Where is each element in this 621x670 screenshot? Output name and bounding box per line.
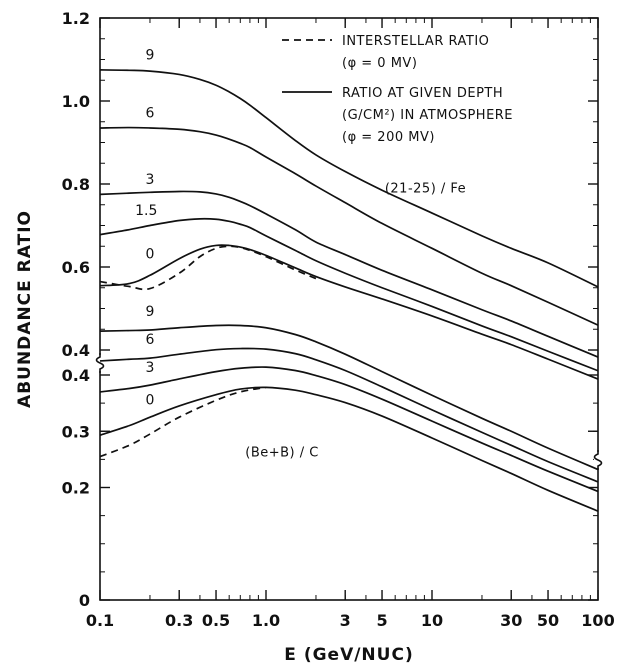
curve-label-p1-1: 6 — [146, 332, 155, 348]
curve-label-p1-3: 0 — [146, 392, 155, 408]
legend-text-1-0: RATIO AT GIVEN DEPTH — [342, 86, 503, 101]
series-line-p0-1 — [99, 126, 599, 326]
x-tick-label-5: 5 — [376, 611, 387, 630]
curve-label-p0-0: 9 — [146, 48, 155, 64]
series-line-p1-2 — [99, 366, 599, 493]
x-axis-label: E (GeV/NUC) — [284, 645, 413, 665]
curve-label-p1-0: 9 — [146, 304, 155, 320]
axis-break-mark-right — [593, 450, 603, 470]
x-tick-label-2: 0.5 — [202, 611, 230, 630]
legend-text-1-2: (φ = 200 MV) — [342, 130, 435, 145]
y-tick-label-p0-4: 1.2 — [62, 9, 90, 28]
curve-label-p0-2: 3 — [146, 172, 155, 188]
series-line-p1-4 — [99, 386, 267, 458]
series-line-p1-3 — [99, 386, 599, 512]
y-tick-label-p1-3: 0.4 — [62, 366, 90, 385]
curve-labels-layer: 9 6 3 1.5 0 (21-25) / Fe 9 6 3 0 (Be+B) / C — [135, 48, 466, 461]
legend-text-0-1: (φ = 0 MV) — [342, 56, 417, 71]
y-tick-label-p0-1: 0.6 — [62, 258, 90, 277]
y-tick-label-p0-0: 0.4 — [62, 341, 90, 360]
y-tick-label-p1-2: 0.3 — [62, 422, 90, 441]
y-tick-label-p1-0: 0 — [79, 591, 90, 610]
x-tick-label-9: 100 — [581, 611, 614, 630]
axis-break-layer — [95, 353, 603, 470]
series-line-p0-5 — [99, 245, 317, 291]
x-tick-label-7: 30 — [500, 611, 522, 630]
curve-label-p0-3: 1.5 — [135, 203, 157, 219]
panel-label-p0: (21-25) / Fe — [385, 181, 466, 196]
series-line-p1-0 — [99, 324, 599, 471]
x-tick-label-8: 50 — [537, 611, 559, 630]
y-tick-label-p0-3: 1.0 — [62, 92, 90, 111]
curves-layer — [99, 69, 599, 512]
panel-label-p1: (Be+B) / C — [245, 446, 319, 461]
x-tick-label-0: 0.1 — [86, 611, 114, 630]
curve-label-p1-2: 3 — [146, 360, 155, 376]
axis-break-mark-left — [95, 353, 105, 373]
curve-label-p0-4: 0 — [146, 247, 155, 263]
series-line-p0-3 — [99, 217, 599, 372]
series-line-p0-2 — [99, 190, 599, 358]
y-tick-label-p0-2: 0.8 — [62, 175, 90, 194]
x-tick-label-6: 10 — [421, 611, 443, 630]
legend-text-1-1: (G/CM²) IN ATMOSPHERE — [342, 108, 513, 123]
y-axis-label: ABUNDANCE RATIO — [15, 210, 35, 408]
series-line-p1-1 — [99, 347, 599, 483]
y-tick-label-p1-1: 0.2 — [62, 479, 90, 498]
x-tick-label-4: 3 — [340, 611, 351, 630]
x-tick-label-1: 0.3 — [165, 611, 193, 630]
series-line-p0-4 — [99, 244, 599, 380]
curve-label-p0-1: 6 — [146, 106, 155, 122]
legend: INTERSTELLAR RATIO (φ = 0 MV) RATIO AT GIV… — [282, 34, 513, 145]
legend-text-0-0: INTERSTELLAR RATIO — [342, 34, 489, 49]
ticks-layer: 0.1 0.3 0.5 1.0 3 5 10 30 50 1000.40.60.81.01.200… — [62, 9, 615, 630]
series-line-p0-0 — [99, 69, 599, 288]
x-tick-label-3: 1.0 — [252, 611, 280, 630]
